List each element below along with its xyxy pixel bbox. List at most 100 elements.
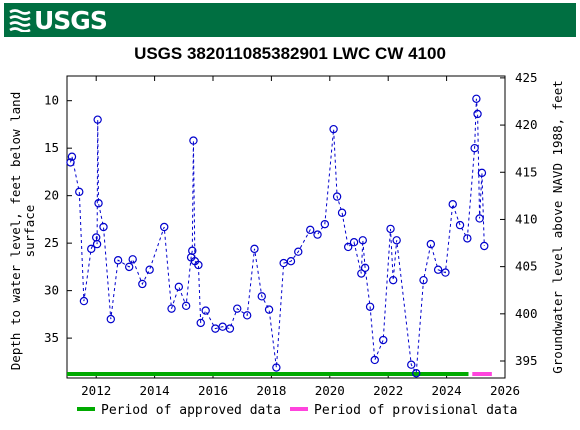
- y-left-tick-label: 25: [44, 235, 59, 250]
- data-point: [358, 236, 367, 245]
- data-point: [379, 335, 388, 345]
- data-point: [349, 237, 359, 247]
- data-point: [113, 256, 123, 265]
- legend: Period of approved data Period of provis…: [77, 403, 518, 418]
- y-right-tick-label: 400: [515, 306, 538, 321]
- data-point: [407, 360, 416, 369]
- header-banner: USGS: [0, 0, 580, 38]
- x-tick-label: 2024: [432, 383, 462, 398]
- data-point: [337, 208, 347, 217]
- y-right-tick-label: 405: [515, 259, 538, 274]
- data-point: [145, 265, 154, 274]
- data-point: [87, 244, 96, 254]
- x-tick-label: 2018: [256, 383, 286, 398]
- data-point: [201, 306, 210, 315]
- data-point: [412, 369, 421, 378]
- data-point: [286, 256, 296, 266]
- data-point: [343, 242, 353, 252]
- data-point: [257, 292, 266, 301]
- data-point: [480, 241, 489, 251]
- y-axis-left-label-line1: Depth to water level, feet below land: [8, 92, 23, 370]
- x-tick-label: 2026: [490, 383, 520, 398]
- x-tick-label: 2016: [198, 383, 228, 398]
- data-point: [167, 304, 176, 313]
- y-right-tick-label: 425: [515, 70, 538, 85]
- data-point: [392, 236, 401, 245]
- data-point: [194, 260, 203, 270]
- series-line: [70, 98, 485, 375]
- data-point: [370, 355, 379, 365]
- x-tick-label: 2022: [373, 383, 403, 398]
- y-left-tick-label: 15: [44, 140, 59, 155]
- data-point: [473, 109, 482, 119]
- data-point: [388, 275, 398, 285]
- data-point: [313, 230, 322, 239]
- data-point: [477, 168, 487, 178]
- plot-frame: [66, 75, 506, 379]
- data-point: [455, 220, 465, 230]
- y-axis-left: 10 15 20 25 30 35: [44, 93, 72, 345]
- y-left-tick-label: 30: [44, 283, 59, 298]
- legend-approved-label: Period of approved data: [101, 403, 281, 418]
- x-tick-label: 2014: [140, 383, 170, 398]
- data-point: [470, 143, 479, 153]
- legend-provisional-label: Period of provisional data: [314, 403, 518, 418]
- data-point: [189, 136, 198, 145]
- x-tick-label: 2012: [81, 383, 111, 398]
- x-tick-label: 2020: [315, 383, 345, 398]
- data-point: [225, 324, 235, 333]
- data-point: [138, 279, 147, 289]
- header-banner-fill: [4, 3, 576, 37]
- data-point: [181, 301, 191, 311]
- data-point: [79, 296, 89, 306]
- y-right-tick-label: 415: [515, 164, 538, 179]
- y-axis-left-label-line2: surface: [22, 205, 37, 258]
- usgs-wave-icon: [9, 9, 31, 32]
- data-point: [66, 158, 75, 167]
- data-point: [128, 255, 137, 264]
- usgs-logo-text: USGS: [34, 5, 108, 35]
- y-axis-right: 395 400 405 410 415 420 425: [500, 70, 538, 368]
- data-point: [294, 247, 303, 256]
- data-point: [448, 200, 457, 209]
- data-point: [472, 94, 481, 103]
- data-point: [250, 244, 259, 254]
- data-point: [475, 214, 484, 223]
- data-point: [426, 239, 436, 249]
- usgs-logo[interactable]: USGS: [9, 5, 108, 35]
- y-axis-right-label: Groundwater level above NAVD 1988, feet: [550, 80, 565, 374]
- data-point: [196, 318, 205, 328]
- y-left-tick-label: 20: [44, 188, 59, 203]
- y-left-tick-label: 35: [44, 330, 59, 345]
- data-point: [174, 282, 184, 292]
- data-point: [329, 124, 338, 134]
- data-point: [419, 275, 428, 285]
- data-point: [357, 269, 366, 278]
- y-right-tick-label: 420: [515, 117, 538, 132]
- data-point: [188, 246, 197, 255]
- data-point: [124, 262, 134, 272]
- data-point: [320, 219, 330, 229]
- data-point: [99, 222, 108, 232]
- data-point: [106, 314, 116, 324]
- data-point: [92, 239, 102, 249]
- data-point: [242, 311, 252, 320]
- series-polyline: [70, 98, 485, 375]
- data-point: [433, 265, 443, 274]
- y-right-tick-label: 410: [515, 211, 538, 226]
- data-point: [94, 199, 103, 208]
- data-points: [66, 94, 489, 378]
- data-point: [441, 268, 450, 277]
- x-axis: 2012 2014 2016 2018 2020 2022 2024 2026: [81, 76, 520, 398]
- data-point: [360, 263, 370, 273]
- data-point: [306, 225, 315, 235]
- data-point: [332, 192, 342, 201]
- data-point: [264, 305, 274, 314]
- data-point: [365, 302, 375, 311]
- chart-title: USGS 382011085382901 LWC CW 4100: [134, 44, 446, 63]
- data-point: [75, 187, 84, 197]
- data-point: [160, 222, 169, 232]
- y-right-tick-label: 395: [515, 353, 538, 368]
- data-point: [93, 115, 102, 124]
